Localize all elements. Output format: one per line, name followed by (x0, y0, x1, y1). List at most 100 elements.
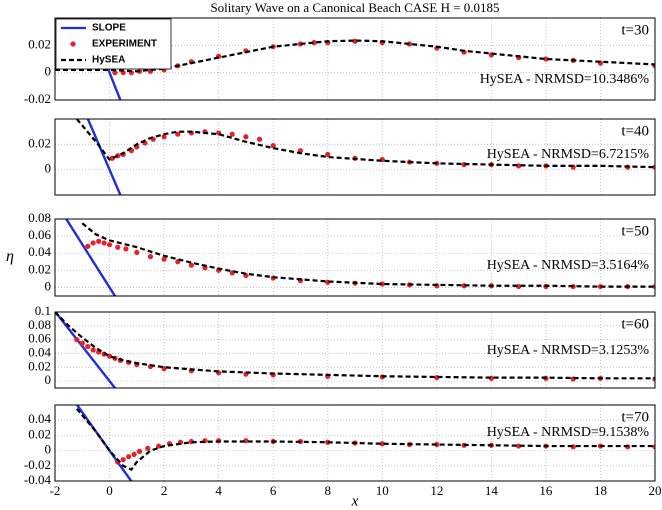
chart-title: Solitary Wave on a Canonical Beach CASE … (210, 0, 499, 15)
experiment-point (106, 242, 113, 248)
experiment-point (85, 243, 91, 249)
legend-label: EXPERIMENT (92, 39, 157, 50)
series-group (75, 119, 655, 195)
experiment-point (90, 240, 96, 246)
y-tick-label: 0.02 (28, 426, 51, 441)
experiment-point (115, 244, 121, 250)
plot-frame (54, 218, 656, 297)
experiment-point (652, 283, 655, 290)
experiment-point (188, 262, 194, 268)
time-label: t=50 (621, 223, 649, 239)
plot-frame (54, 118, 656, 196)
x-tick-label: 18 (594, 483, 607, 498)
x-tick-label: 6 (270, 483, 277, 498)
y-tick-label: 0.06 (28, 227, 51, 242)
series-group (75, 405, 655, 481)
plot-frame (54, 311, 656, 389)
experiment-point (297, 41, 304, 47)
y-tick-label: 0.02 (28, 135, 51, 150)
y-tick-label: 0 (45, 372, 52, 387)
x-tick-label: 0 (106, 483, 113, 498)
y-axis-label: η (6, 248, 14, 265)
experiment-point (126, 454, 132, 460)
hysea-line (75, 408, 655, 471)
x-axis-label: x (351, 493, 359, 509)
experiment-point (652, 444, 655, 450)
experiment-point (270, 143, 276, 149)
experiment-point (131, 451, 137, 457)
y-tick-label: 0.04 (28, 411, 51, 426)
experiment-point (79, 340, 85, 346)
plot-area (55, 312, 655, 388)
legend-swatch (70, 41, 76, 47)
x-tick-label: 2 (161, 483, 168, 498)
experiment-point (134, 249, 140, 255)
y-tick-label: -0.02 (24, 91, 51, 106)
slope-line (75, 405, 133, 481)
x-tick-label: 14 (485, 483, 499, 498)
y-tick-label: 0.04 (28, 344, 51, 359)
nrmsd-label: HySEA - NRMSD=10.3486% (480, 72, 650, 87)
y-tick-label: 0 (45, 64, 52, 79)
nrmsd-label: HySEA - NRMSD=9.1538% (487, 425, 650, 440)
y-tick-label: 0.06 (28, 331, 51, 346)
y-tick-label: 0.08 (28, 317, 51, 332)
y-tick-label: 0.1 (35, 303, 51, 318)
slope-line (64, 219, 117, 296)
experiment-point (85, 343, 91, 350)
x-tick-label: 16 (539, 483, 553, 498)
experiment-point (147, 254, 154, 260)
hysea-line (75, 119, 655, 169)
y-tick-label: 0 (45, 161, 52, 176)
experiment-point (325, 151, 331, 158)
time-label: t=60 (621, 316, 649, 332)
x-tick-label: 8 (324, 483, 331, 498)
y-tick-label: 0.08 (28, 210, 51, 225)
x-tick-label: 4 (215, 483, 222, 498)
x-tick-label: 12 (430, 483, 443, 498)
legend-label: SLOPE (92, 23, 126, 34)
experiment-point (96, 238, 102, 244)
nrmsd-label: HySEA - NRMSD=6.7215% (487, 147, 650, 162)
experiment-point (161, 256, 167, 262)
x-tick-label: 20 (649, 483, 662, 498)
experiment-point (379, 281, 385, 287)
y-tick-label: -0.02 (24, 457, 51, 472)
y-tick-label: 0.02 (28, 261, 51, 276)
experiment-point (161, 134, 167, 140)
y-tick-label: 0 (45, 278, 52, 293)
experiment-point (543, 56, 549, 62)
time-label: t=70 (621, 409, 649, 425)
experiment-point (112, 70, 118, 76)
slope-line (86, 119, 122, 195)
experiment-point (101, 240, 107, 246)
experiment-point (434, 441, 440, 448)
experiment-point (145, 445, 151, 451)
experiment-point (74, 337, 80, 343)
x-tick-label: -2 (50, 483, 61, 498)
experiment-point (229, 131, 235, 137)
experiment-point (156, 443, 162, 449)
experiment-point (120, 457, 126, 463)
series-group (55, 312, 655, 388)
experiment-point (90, 347, 96, 353)
plot-frame (54, 17, 656, 101)
experiment-point (311, 40, 317, 46)
y-tick-label: 0.02 (28, 358, 51, 373)
x-tick-label: 10 (376, 483, 389, 498)
experiment-point (406, 41, 413, 47)
slope-line (55, 312, 117, 388)
hysea-line (55, 39, 655, 73)
legend-label: HySEA (92, 55, 125, 66)
experiment-point (652, 164, 655, 170)
experiment-point (379, 441, 385, 447)
nrmsd-label: HySEA - NRMSD=3.1253% (487, 343, 650, 358)
hysea-line (55, 312, 655, 380)
time-label: t=40 (621, 123, 649, 139)
experiment-point (243, 134, 249, 140)
experiment-point (256, 136, 263, 142)
experiment-point (352, 38, 358, 44)
experiment-point (597, 283, 604, 290)
